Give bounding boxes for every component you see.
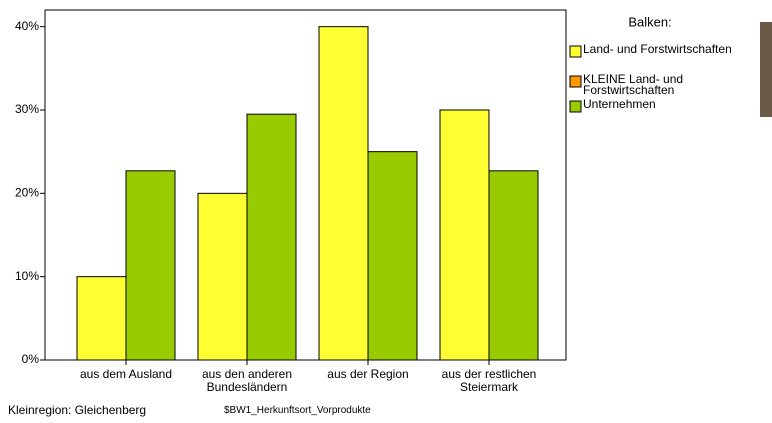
y-tick-label: 30% [15,102,39,116]
legend-swatch [569,100,582,113]
footer-center: $BW1_Herkunftsort_Vorprodukte [224,405,371,416]
bar [76,276,127,361]
bar [488,170,539,361]
legend-label: KLEINE Land- und Forstwirtschaften [583,72,684,97]
legend-swatch [569,45,582,58]
y-tick-label: 20% [15,186,39,200]
photo-fragment [760,22,772,117]
x-tick-label: aus dem Ausland [79,367,173,381]
x-tick-label: aus der restlichen Steiermark [441,367,537,394]
legend-label: Land- und Forstwirtschaften [583,42,732,56]
bar [246,113,297,361]
bar [439,109,490,361]
bar [318,26,369,361]
x-tick-label: aus der Region [327,367,409,381]
bar [125,170,176,361]
legend-label: Unternehmen [583,97,656,111]
bar [197,192,248,361]
footer-left: Kleinregion: Gleichenberg [8,403,147,417]
y-tick-label: 10% [15,269,39,283]
legend-swatch [569,75,582,88]
legend-title: Balken: [628,14,671,29]
y-tick-label: 0% [22,352,40,366]
x-tick-label: aus den anderen Bundesländern [201,367,293,394]
y-tick-label: 40% [15,19,39,33]
bar [367,151,418,361]
